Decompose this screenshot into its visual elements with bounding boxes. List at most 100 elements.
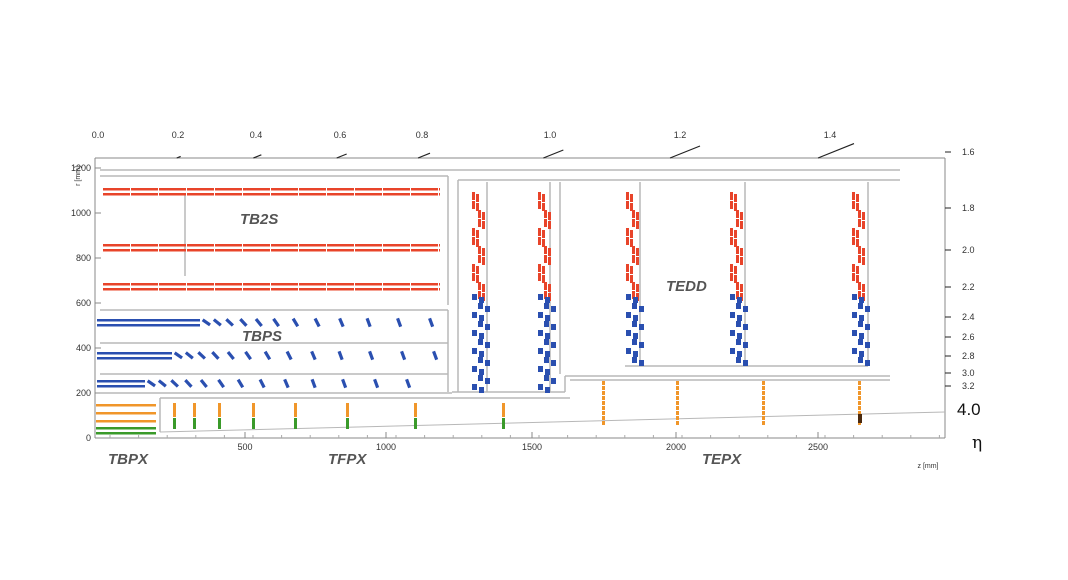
tb2s-module-gap <box>382 187 383 196</box>
tbps-tilted-module <box>258 378 266 389</box>
tfpx-label: TFPX <box>328 451 367 468</box>
tbps-tilted-module <box>173 351 183 360</box>
tbps-tilted-module <box>184 379 193 388</box>
tedd-inner-module <box>737 333 742 339</box>
tepx-module <box>602 381 605 385</box>
tbps-tilted-module <box>157 379 167 388</box>
tedd-inner-module <box>538 384 543 390</box>
tedd-inner-module <box>736 339 741 345</box>
tedd-inner-module <box>730 348 735 354</box>
tbps-tilted-module <box>291 317 300 328</box>
tbps-tilted-module <box>263 350 272 361</box>
tepx-module <box>602 391 605 395</box>
tedd-inner-module <box>479 315 484 321</box>
tfpx-green-module <box>193 418 196 429</box>
tedd-inner-module <box>545 351 550 357</box>
tb2s-module-gap <box>382 243 383 252</box>
tepx-module <box>676 411 679 415</box>
tedd-inner-module <box>538 348 543 354</box>
eta-symbol: η <box>972 433 982 453</box>
tedd-outer-module <box>544 210 547 218</box>
tb2s-module-gap <box>298 243 299 252</box>
tedd-inner-module <box>626 330 631 336</box>
tedd-inner-module <box>633 333 638 339</box>
tepx-module <box>762 396 765 400</box>
tfpx-green-module <box>294 418 297 429</box>
tedd-outer-module <box>734 266 737 274</box>
tedd-outer-module <box>858 282 861 290</box>
tedd-outer-module <box>734 275 737 283</box>
tedd-inner-module <box>478 339 483 345</box>
top-eta-ticks: 0.0 0.2 0.4 0.6 0.8 1.0 1.2 1.4 <box>92 130 855 159</box>
tb2s-module-gap <box>102 243 103 252</box>
tedd-outer-module <box>630 203 633 211</box>
y-tick-label: 0 <box>86 433 91 443</box>
tedd-inner-module <box>736 321 741 327</box>
tedd-inner-module <box>852 330 857 336</box>
tb2s-module-gap <box>298 187 299 196</box>
tedd-inner-module <box>545 387 550 393</box>
tedd-outer-module <box>632 246 635 254</box>
tedd-outer-module <box>730 192 733 200</box>
tedd-outer-module <box>476 194 479 202</box>
tedd-outer-module <box>548 284 551 292</box>
tedd-outer-module <box>852 273 855 281</box>
tbpx-orange-module <box>96 420 156 423</box>
tedd-modules <box>472 192 870 393</box>
tedd-inner-module <box>472 330 477 336</box>
tedd-inner-module <box>859 315 864 321</box>
tedd-outer-module <box>852 228 855 236</box>
tbps-tilted-module <box>283 378 290 389</box>
tb2s-module-gap <box>410 282 411 291</box>
top-eta-tick-mark <box>417 152 431 159</box>
y-tick-label: 800 <box>76 253 91 263</box>
tedd-inner-module <box>545 333 550 339</box>
tedd-outer-module <box>472 264 475 272</box>
tfpx-orange-module <box>414 403 417 417</box>
tedd-inner-module <box>472 312 477 318</box>
tb2s-module-gap <box>326 282 327 291</box>
tb2s-module-gap <box>186 187 187 196</box>
top-eta-tick-mark <box>336 153 347 159</box>
tedd-inner-module <box>472 384 477 390</box>
y-tick-label: 200 <box>76 388 91 398</box>
tepx-module <box>858 406 861 410</box>
tbps-tilted-module <box>211 351 220 360</box>
tepx-module <box>602 416 605 420</box>
right-eta-tick-label: 1.8 <box>962 203 975 213</box>
tedd-inner-module <box>632 321 637 327</box>
tedd-outer-module <box>482 248 485 256</box>
tedd-inner-module <box>639 324 644 330</box>
tedd-outer-module <box>626 264 629 272</box>
tedd-outer-module <box>632 282 635 290</box>
top-eta-tick-mark <box>176 155 181 159</box>
tbps-tilted-module <box>432 350 439 361</box>
tedd-outer-module <box>734 230 737 238</box>
tedd-inner-module <box>736 357 741 363</box>
top-eta-tick-label: 1.4 <box>824 130 837 140</box>
tedd-outer-module <box>630 266 633 274</box>
tedd-outer-module <box>472 273 475 281</box>
tepx-module <box>676 421 679 425</box>
tedd-outer-module <box>736 291 739 299</box>
tedd-outer-module <box>538 228 541 236</box>
tfpx-green-module <box>414 418 417 429</box>
tedd-outer-module <box>736 255 739 263</box>
tbps-tilted-module <box>337 350 344 361</box>
tedd-outer-module <box>478 210 481 218</box>
tedd-outer-module <box>626 273 629 281</box>
tedd-outer-module <box>862 284 865 292</box>
tedd-inner-module <box>633 297 638 303</box>
tfpx-green-module <box>502 418 505 429</box>
tedd-outer-module <box>538 237 541 245</box>
tedd-outer-module <box>734 239 737 247</box>
tfpx-orange-module <box>252 403 255 417</box>
tedd-outer-module <box>626 237 629 245</box>
tb2s-module-gap <box>382 282 383 291</box>
tbps-tilted-module <box>405 378 412 389</box>
tepx-module <box>762 386 765 390</box>
tbps-tilted-module <box>396 317 403 328</box>
tbpx-green-module <box>96 427 156 430</box>
tedd-outer-module <box>730 237 733 245</box>
tedd-outer-module <box>472 201 475 209</box>
